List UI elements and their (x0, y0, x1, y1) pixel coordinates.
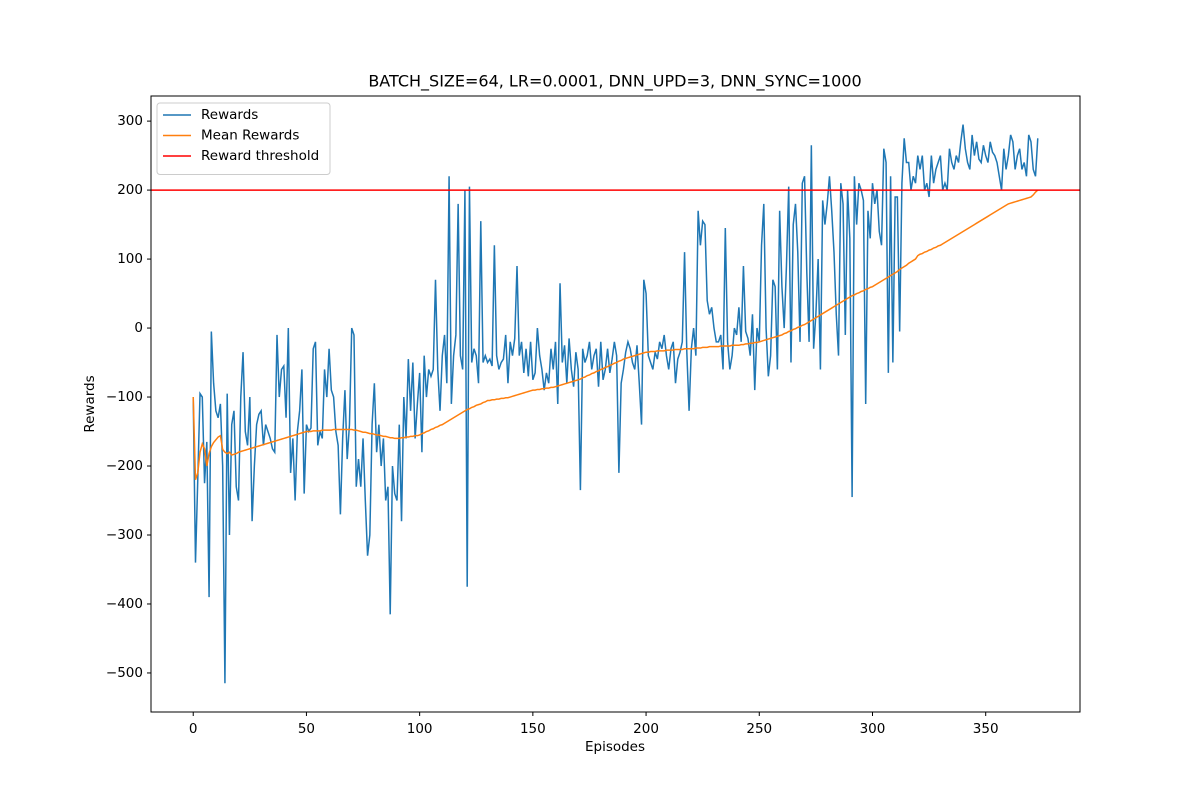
x-tick-label: 250 (746, 721, 772, 737)
y-tick-label: −200 (106, 458, 143, 474)
y-tick-label: −300 (106, 527, 143, 543)
legend-label: Rewards (201, 107, 258, 123)
y-axis-label: Rewards (82, 375, 98, 432)
x-tick-label: 0 (189, 721, 198, 737)
x-tick-label: 100 (407, 721, 433, 737)
y-tick-label: −500 (106, 665, 143, 681)
plot-frame (150, 95, 1081, 713)
legend-label: Reward threshold (201, 148, 319, 164)
chart-title: BATCH_SIZE=64, LR=0.0001, DNN_UPD=3, DNN… (368, 72, 861, 92)
legend-label: Mean Rewards (201, 128, 299, 144)
x-tick-label: 50 (298, 721, 315, 737)
y-tick-label: 0 (134, 320, 143, 336)
y-tick-label: −100 (106, 389, 143, 405)
x-axis-label: Episodes (585, 739, 645, 755)
x-tick-label: 200 (633, 721, 659, 737)
y-tick-label: 300 (117, 113, 143, 129)
x-tick-label: 150 (520, 721, 546, 737)
y-tick-label: 200 (117, 182, 143, 198)
x-tick-label: 350 (973, 721, 999, 737)
data-line (192, 189, 1039, 481)
legend-box (156, 102, 331, 175)
x-tick-label: 300 (860, 721, 886, 737)
data-line (192, 124, 1039, 684)
y-tick-label: −400 (106, 596, 143, 612)
y-tick-label: 100 (117, 251, 143, 267)
